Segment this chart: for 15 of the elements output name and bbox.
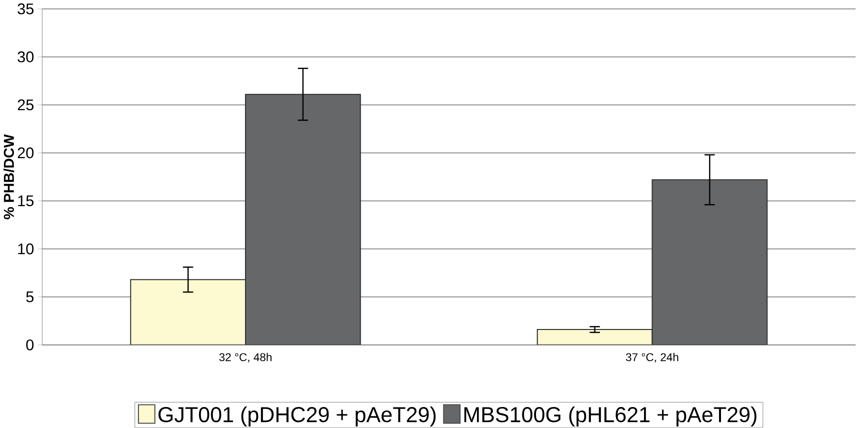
y-tick-label: 0 [26, 339, 34, 350]
y-tick-label: 5 [26, 292, 34, 302]
x-tick-label: 37 °C, 24h [626, 352, 678, 363]
y-tick-label: 25 [18, 99, 34, 110]
legend-label: MBS100G (pHL621 + pAeT29) [464, 406, 756, 427]
bar [245, 94, 361, 345]
y-tick-label: 35 [18, 3, 34, 14]
x-tick-label: 32 °C, 48h [219, 352, 272, 363]
bar [652, 179, 768, 345]
y-tick-label: 20 [18, 147, 34, 158]
y-tick-label: 30 [18, 51, 34, 62]
y-tick-label: 15 [18, 196, 34, 206]
y-tick-label: 10 [18, 243, 34, 254]
legend-label: GJT001 (pDHC29 + pAeT29) [158, 406, 436, 427]
y-axis-title: % PHB/DCW [3, 134, 14, 220]
